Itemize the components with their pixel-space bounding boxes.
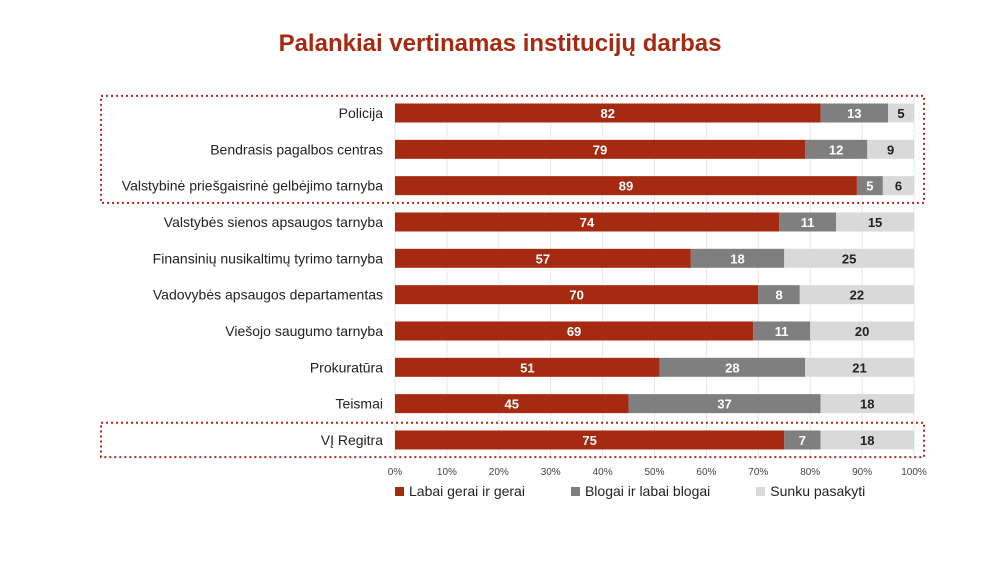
legend-item-bad: Blogai ir labai blogai: [570, 483, 711, 499]
bar-segment: [799, 285, 914, 305]
bar-segment: [784, 248, 914, 268]
bar-segment: [820, 394, 914, 414]
data-label: 7: [799, 433, 806, 448]
category-label: Viešojo saugumo tarnyba: [225, 323, 383, 339]
bar-segment: [856, 176, 883, 196]
legend-item-good: Labai gerai ir gerai: [395, 483, 525, 499]
x-tick-label: 50%: [644, 467, 664, 478]
data-label: 18: [860, 397, 874, 412]
data-label: 20: [855, 324, 869, 339]
data-label: 70: [569, 288, 583, 303]
highlight-box: [100, 94, 925, 204]
category-label: Valstybės sienos apsaugos tarnyba: [164, 214, 383, 230]
legend-label-bad: Blogai ir labai blogai: [584, 483, 711, 499]
bar-segment: [395, 430, 785, 450]
bar-segment: [659, 357, 806, 377]
x-tick-label: 10%: [437, 467, 457, 478]
bar-segment: [836, 212, 914, 232]
category-label: Policija: [339, 105, 384, 121]
legend-swatch-bad: [570, 486, 580, 496]
x-tick-label: 20%: [489, 467, 509, 478]
data-label: 18: [730, 251, 744, 266]
data-label: 82: [601, 106, 615, 121]
x-tick-label: 100%: [901, 467, 927, 478]
bar-segment: [805, 357, 914, 377]
data-label: 25: [842, 251, 856, 266]
bar-segment: [690, 248, 785, 268]
legend-label-unsure: Sunku pasakyti: [770, 483, 866, 499]
data-label: 18: [860, 433, 874, 448]
data-label: 51: [520, 360, 534, 375]
legend-swatch-good: [395, 486, 404, 496]
data-label: 28: [725, 360, 739, 375]
chart-title: Palankiai vertinamas institucijų darbas: [278, 30, 722, 57]
data-label: 11: [775, 324, 789, 339]
x-tick-label: 60%: [696, 467, 716, 478]
x-tick-label: 80%: [800, 467, 820, 478]
legend-label-good: Labai gerai ir gerai: [409, 483, 525, 499]
legend-swatch-unsure: [756, 486, 766, 496]
bar-segment: [395, 248, 691, 268]
data-label: 79: [593, 142, 607, 157]
bar-segment: [779, 212, 837, 232]
data-label: 6: [895, 179, 902, 194]
data-label: 22: [850, 288, 864, 303]
x-tick-label: 30%: [541, 467, 561, 478]
category-label: Vadovybės apsaugos departamentas: [153, 287, 383, 303]
data-label: 13: [847, 106, 861, 121]
data-label: 37: [717, 397, 731, 412]
bar-segment: [758, 285, 800, 305]
category-label: VĮ Regitra: [321, 432, 383, 448]
x-tick-label: 90%: [852, 467, 872, 478]
highlight-box: [100, 421, 925, 459]
bar-segment: [395, 321, 754, 341]
category-label: Valstybinė priešgaisrinė gelbėjimo tarny…: [122, 178, 383, 194]
x-tick-label: 70%: [748, 467, 768, 478]
data-label: 45: [505, 397, 519, 412]
bar-segment: [395, 285, 759, 305]
bar-segment: [882, 176, 914, 196]
category-label: Finansinių nusikaltimų tyrimo tarnyba: [153, 250, 384, 266]
bar-segment: [395, 176, 857, 196]
data-label: 5: [897, 106, 904, 121]
bar-segment: [820, 430, 914, 450]
data-label: 9: [887, 142, 894, 157]
category-label: Teismai: [336, 396, 383, 412]
data-label: 12: [829, 142, 843, 157]
bar-segment: [820, 103, 889, 123]
bar-segment: [867, 139, 914, 159]
data-label: 21: [852, 360, 866, 375]
data-label: 69: [567, 324, 581, 339]
data-label: 57: [536, 251, 550, 266]
category-label: Bendrasis pagalbos centras: [210, 141, 383, 157]
data-label: 11: [801, 215, 815, 230]
chart-legend: Labai gerai ir gerai Blogai ir labai blo…: [395, 483, 911, 499]
x-tick-label: 40%: [593, 467, 613, 478]
bar-segment: [784, 430, 821, 450]
bar-segment: [810, 321, 914, 341]
bar-segment: [753, 321, 811, 341]
bar-segment: [395, 139, 806, 159]
category-label: Prokuratūra: [310, 359, 383, 375]
bar-segment: [628, 394, 821, 414]
bar-segment: [395, 212, 780, 232]
data-label: 74: [580, 215, 595, 230]
data-label: 8: [775, 288, 782, 303]
x-tick-label: 0%: [388, 467, 403, 478]
bar-segment: [395, 394, 629, 414]
data-label: 15: [868, 215, 882, 230]
data-label: 5: [866, 179, 873, 194]
data-label: 75: [582, 433, 596, 448]
data-label: 89: [619, 179, 633, 194]
bar-segment: [805, 139, 868, 159]
bar-segment: [888, 103, 914, 123]
legend-item-unsure: Sunku pasakyti: [756, 483, 865, 499]
bar-segment: [395, 357, 660, 377]
bar-segment: [395, 103, 821, 123]
